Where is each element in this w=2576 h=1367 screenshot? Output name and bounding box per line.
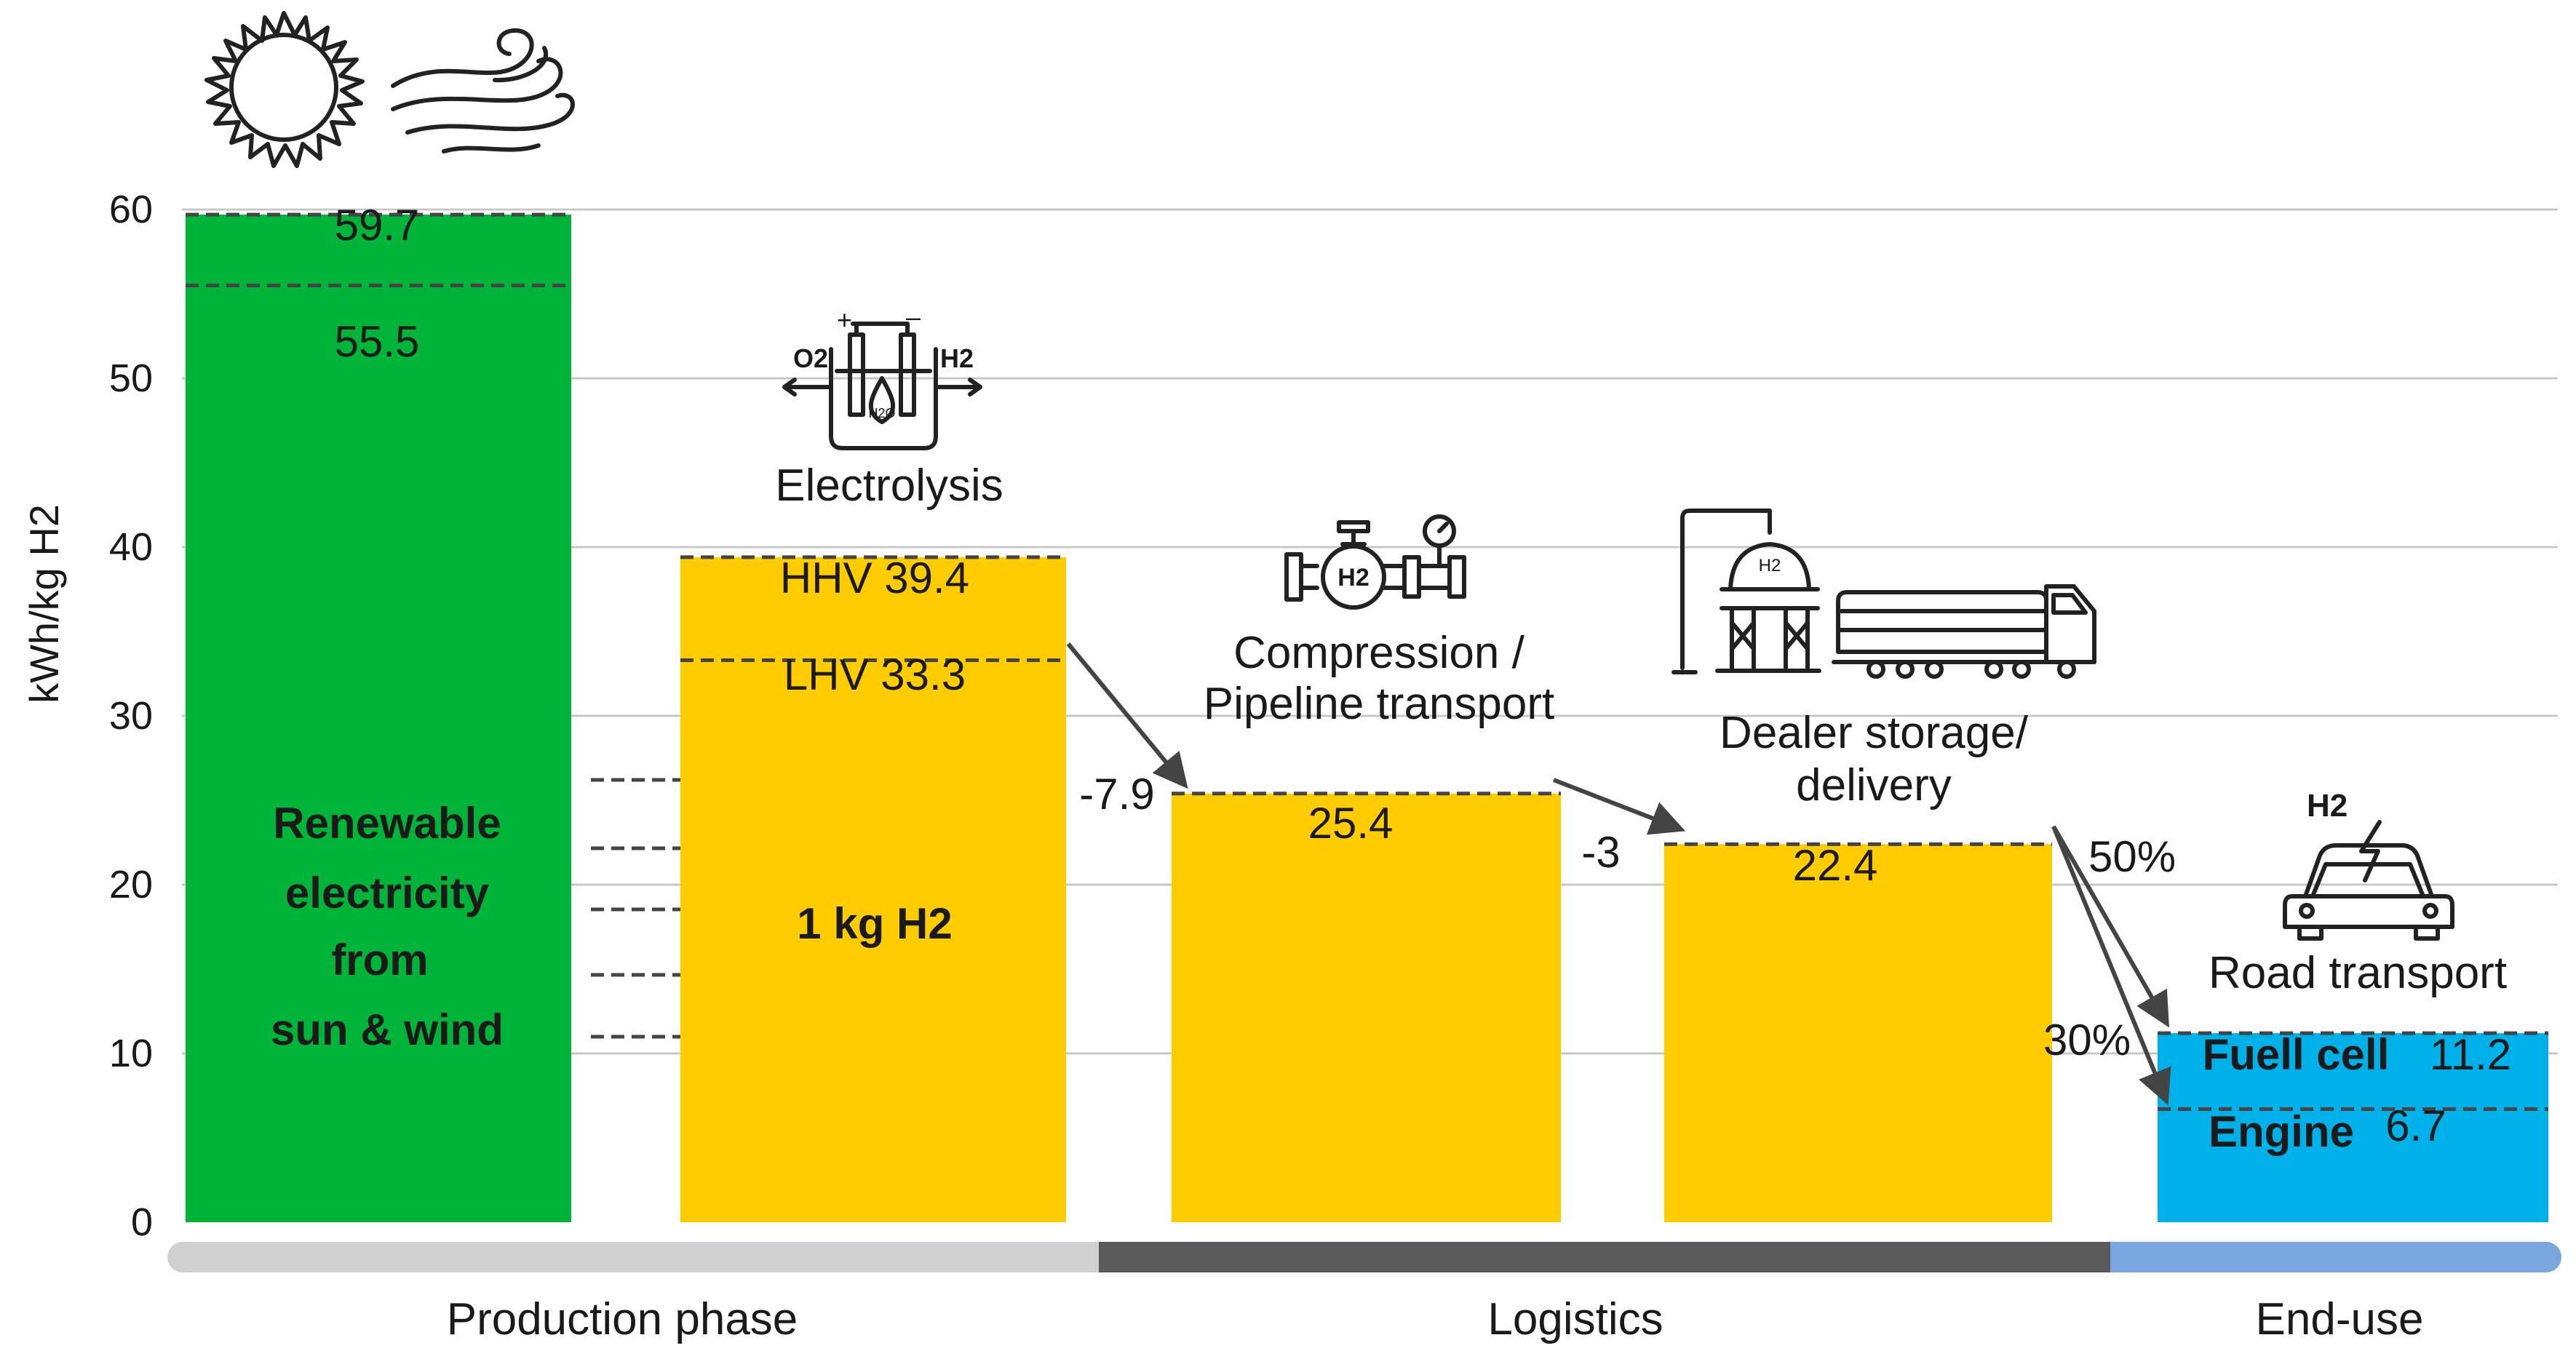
- electrolyzer-minus: –: [906, 302, 921, 332]
- compressor-valve-icon: H2: [1284, 514, 1466, 610]
- efficiency-30: 30%: [2043, 1016, 2131, 1064]
- caption-road-transport: Road transport: [2209, 948, 2507, 998]
- electrolyzer-h2o-text: H2O: [868, 406, 895, 421]
- label-engine: Engine: [2209, 1107, 2354, 1156]
- bar-dealer-storage: [1664, 844, 2052, 1222]
- loss-arrow-1: [1066, 642, 1188, 789]
- phase-enduse-segment: [2110, 1242, 2561, 1272]
- phase-production-segment: [167, 1242, 1361, 1272]
- efficiency-50: 50%: [2088, 832, 2176, 881]
- caption-electrolysis: Electrolysis: [775, 461, 1003, 511]
- caption-compression-2: Pipeline transport: [1204, 679, 1555, 729]
- bar-electrolysis: [680, 557, 1066, 1222]
- car-h2-text: H2: [2307, 788, 2348, 824]
- y-tick-10: 10: [109, 1032, 153, 1075]
- electrolyzer-plus: +: [837, 305, 852, 335]
- y-tick-30: 30: [109, 694, 153, 738]
- bar-road-transport: [2158, 1033, 2548, 1222]
- label-22-4: 22.4: [1793, 841, 1878, 890]
- label-6-7: 6.7: [2385, 1101, 2446, 1150]
- loss-arrow-2: [1552, 778, 1686, 835]
- y-tick-50: 50: [109, 356, 153, 400]
- y-tick-0: 0: [131, 1200, 153, 1244]
- hydrogen-car-icon: H2: [2283, 788, 2454, 941]
- y-tick-40: 40: [109, 525, 153, 569]
- sun-icon: [204, 11, 365, 168]
- label-59-7: 59.7: [335, 201, 420, 250]
- compressor-h2-text: H2: [1337, 564, 1369, 591]
- label-11-2: 11.2: [2430, 1030, 2511, 1079]
- connector-dashes: [591, 778, 680, 1039]
- efficiency-arrow-fuel-cell: [2051, 825, 2169, 1028]
- efficiency-arrow-engine: [2051, 825, 2171, 1106]
- bar-compression: [1172, 793, 1561, 1222]
- y-axis-label: kWh/kg H2: [21, 504, 67, 704]
- electrolyzer-h2-text: H2: [940, 343, 974, 373]
- caption-dealer-2: delivery: [1796, 760, 1952, 810]
- caption-dealer-1: Dealer storage/: [1720, 708, 2029, 758]
- label-hhv: HHV 39.4: [780, 554, 969, 602]
- y-tick-20: 20: [109, 863, 153, 906]
- label-lhv: LHV 33.3: [784, 650, 966, 699]
- phase-logistics-segment: [1099, 1242, 2132, 1272]
- tank-h2-text: H2: [1759, 556, 1781, 575]
- label-1kg-h2: 1 kg H2: [797, 899, 952, 948]
- label-fuel-cell: Fuell cell: [2203, 1030, 2390, 1079]
- phase-enduse-join: [2110, 1242, 2154, 1272]
- loss-3: -3: [1581, 828, 1620, 877]
- phase-production-label: Production phase: [447, 1294, 798, 1344]
- renewable-text-3: from: [331, 936, 428, 984]
- storage-tank-truck-icon: H2: [1671, 509, 2096, 679]
- phase-bar: Production phase Logistics End-use: [167, 1242, 2561, 1344]
- caption-compression-1: Compression /: [1233, 628, 1524, 678]
- electrolyzer-o2-text: O2: [793, 343, 828, 373]
- loss-7-9: -7.9: [1079, 770, 1154, 818]
- label-55-5: 55.5: [335, 317, 420, 366]
- label-25-4: 25.4: [1308, 799, 1394, 848]
- phase-enduse-label: End-use: [2256, 1294, 2424, 1344]
- y-tick-60: 60: [109, 188, 153, 231]
- renewable-text-4: sun & wind: [271, 1005, 504, 1054]
- renewable-text-1: Renewable: [273, 799, 501, 848]
- bar-renewable-electricity: [186, 214, 571, 1223]
- y-axis: 0 10 20 30 40 50 60 kWh/kg H2: [21, 188, 153, 1244]
- phase-logistics-label: Logistics: [1487, 1294, 1663, 1344]
- electrolyzer-icon: O2 H2 H2O + –: [782, 302, 982, 450]
- wind-icon: [391, 28, 575, 154]
- renewable-text-2: electricity: [285, 869, 490, 917]
